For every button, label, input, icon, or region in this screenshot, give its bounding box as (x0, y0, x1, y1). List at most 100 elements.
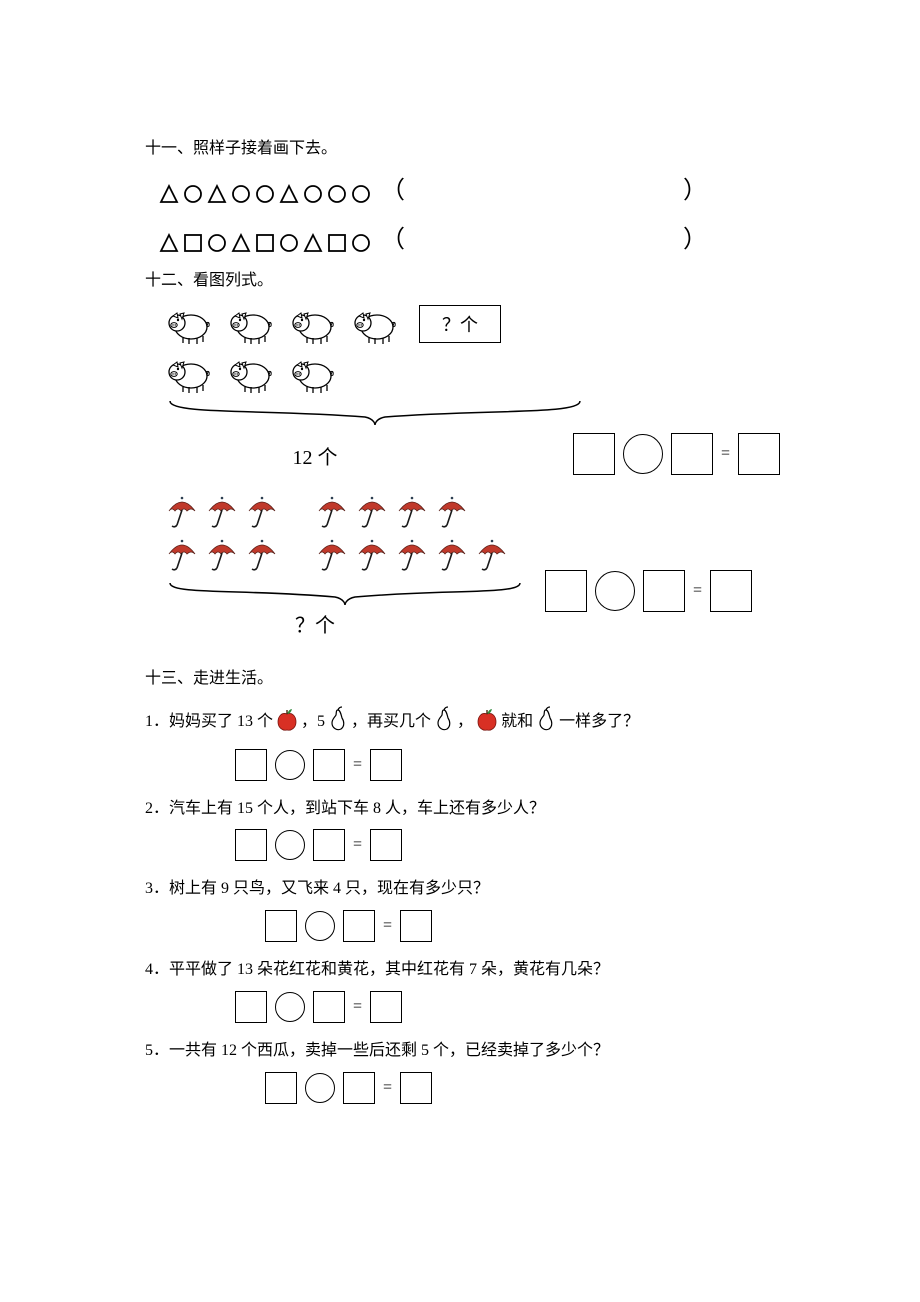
umbrella-icon (395, 495, 429, 534)
equals-sign: = (353, 836, 362, 854)
triangle-icon (231, 233, 251, 260)
question-text: 1．妈妈买了 13 个 (145, 713, 273, 730)
pig-icon (289, 354, 337, 399)
operator-box[interactable] (305, 1073, 335, 1103)
umbrella-icon (245, 495, 279, 534)
question-text: ， (457, 713, 473, 730)
answer-box[interactable] (343, 910, 375, 942)
equation-blank: = (265, 1072, 432, 1104)
answer-box[interactable] (710, 570, 752, 612)
circle-icon (183, 184, 203, 211)
circle-icon (207, 233, 227, 260)
answer-box[interactable] (265, 910, 297, 942)
pear-icon (327, 706, 349, 743)
umbrella-icon (435, 495, 469, 534)
operator-box[interactable] (595, 571, 635, 611)
answer-box[interactable] (573, 433, 615, 475)
triangle-icon (159, 184, 179, 211)
pig-icon (227, 354, 275, 399)
circle-icon (327, 184, 347, 211)
equals-sign: = (383, 917, 392, 935)
answer-box[interactable] (400, 1072, 432, 1104)
answer-box[interactable] (400, 910, 432, 942)
equation-blank: = (265, 910, 432, 942)
section-11-heading: 十一、照样子接着画下去。 (145, 136, 780, 162)
square-icon (255, 233, 275, 260)
question-text: 2．汽车上有 15 个人，到站下车 8 人，车上还有多少人？ (145, 800, 545, 817)
triangle-icon (159, 233, 179, 260)
worksheet-page: 十一、照样子接着画下去。 （ ） （ ） 十二、看图列式。 (0, 0, 920, 1178)
equation-blank: = (235, 749, 402, 781)
word-problem: 4．平平做了 13 朵花红花和黄花，其中红花有 7 朵，黄花有几朵？ = (145, 956, 780, 1023)
square-icon (327, 233, 347, 260)
circle-icon (351, 233, 371, 260)
umbrella-icon (315, 495, 349, 534)
umbrella-icon (165, 538, 199, 577)
brace-label: 12 个 (165, 441, 465, 470)
answer-box[interactable] (313, 991, 345, 1023)
triangle-icon (207, 184, 227, 211)
word-problem: 1．妈妈买了 13 个 ，5 ，再买几个 ， 就和 一样多了？ = (145, 706, 780, 781)
equation-blank: = (235, 829, 402, 861)
question-text: 5．一共有 12 个西瓜，卖掉一些后还剩 5 个，已经卖掉了多少个？ (145, 1042, 609, 1059)
answer-box[interactable] (343, 1072, 375, 1104)
answer-box[interactable] (313, 749, 345, 781)
question-text: ，5 (301, 713, 325, 730)
circle-icon (255, 184, 275, 211)
equals-sign: = (693, 582, 702, 600)
umbrella-icon (205, 495, 239, 534)
pig-icon (351, 305, 399, 350)
umbrella-icon (395, 538, 429, 577)
operator-box[interactable] (623, 434, 663, 474)
question-text: 4．平平做了 13 朵花红花和黄花，其中红花有 7 朵，黄花有几朵？ (145, 961, 609, 978)
umbrella-icon (205, 538, 239, 577)
equals-sign: = (353, 756, 362, 774)
question-text: 一样多了？ (559, 713, 639, 730)
word-problem: 2．汽车上有 15 个人，到站下车 8 人，车上还有多少人？ = (145, 795, 780, 862)
answer-box[interactable] (671, 433, 713, 475)
operator-box[interactable] (275, 750, 305, 780)
answer-box[interactable] (643, 570, 685, 612)
equation-blank: = (573, 433, 780, 475)
question-text: ，再买几个 (351, 713, 431, 730)
paren-open: （ (381, 178, 407, 204)
pig-icon (165, 354, 213, 399)
section-13-heading: 十三、走进生活。 (145, 666, 780, 692)
circle-icon (303, 184, 323, 211)
section-12-heading: 十二、看图列式。 (145, 268, 780, 294)
umbrella-icon (435, 538, 469, 577)
answer-box[interactable] (235, 749, 267, 781)
answer-box[interactable] (545, 570, 587, 612)
answer-box[interactable] (235, 991, 267, 1023)
word-problem: 3．树上有 9 只鸟，又飞来 4 只，现在有多少只？ = (145, 875, 780, 942)
brace-icon (165, 581, 525, 607)
triangle-icon (279, 184, 299, 211)
answer-box[interactable] (370, 749, 402, 781)
operator-box[interactable] (305, 911, 335, 941)
umbrella-icon (475, 538, 509, 577)
umbrella-icon (165, 495, 199, 534)
question-text: 就和 (501, 713, 533, 730)
answer-box[interactable] (370, 829, 402, 861)
equals-sign: = (721, 445, 730, 463)
answer-box[interactable] (235, 829, 267, 861)
answer-box[interactable] (370, 991, 402, 1023)
pattern-row-1: （ ） (157, 170, 780, 211)
answer-box[interactable] (265, 1072, 297, 1104)
circle-icon (231, 184, 251, 211)
paren-close: ） (683, 178, 709, 204)
apple-icon (475, 706, 499, 743)
square-icon (183, 233, 203, 260)
pig-icon (289, 305, 337, 350)
word-problem: 5．一共有 12 个西瓜，卖掉一些后还剩 5 个，已经卖掉了多少个？ = (145, 1037, 780, 1104)
pear-icon (433, 706, 455, 743)
answer-box[interactable] (313, 829, 345, 861)
pig-icon (227, 305, 275, 350)
operator-box[interactable] (275, 992, 305, 1022)
circle-icon (351, 184, 371, 211)
problem-umbrellas: ？个 = (165, 495, 780, 638)
answer-box[interactable] (738, 433, 780, 475)
operator-box[interactable] (275, 830, 305, 860)
pig-icon (165, 305, 213, 350)
umbrella-icon (245, 538, 279, 577)
